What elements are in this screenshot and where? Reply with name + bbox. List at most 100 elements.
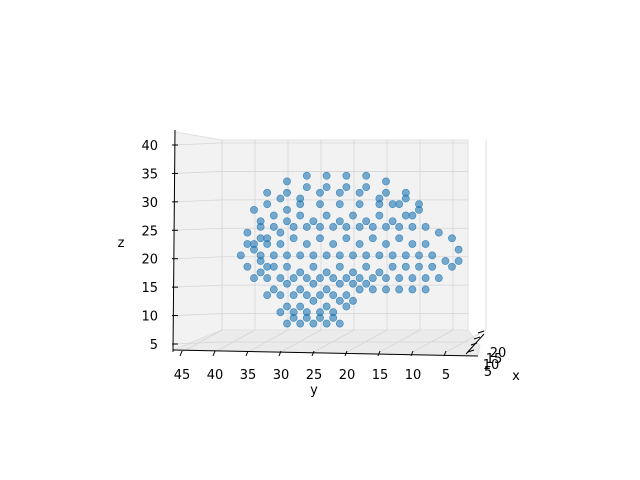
data-point (355, 285, 364, 294)
data-point (375, 211, 384, 220)
z-tick-label: 5 (150, 338, 158, 353)
data-point (302, 171, 311, 180)
data-point (243, 262, 252, 271)
data-point (283, 302, 291, 311)
data-point (454, 257, 463, 265)
y-tick-label: 40 (207, 368, 224, 383)
data-point (382, 240, 390, 248)
data-point (415, 205, 423, 214)
y-grid-floor-line (412, 329, 454, 353)
data-point (316, 274, 324, 282)
data-point (395, 223, 404, 231)
z-tick-label: 30 (141, 196, 158, 211)
x-tick-label: 20 (490, 346, 507, 361)
y-tick-label: 10 (405, 368, 422, 383)
data-point (322, 251, 331, 260)
data-point (408, 274, 417, 282)
data-point (250, 205, 258, 214)
data-point (269, 262, 278, 271)
data-point (296, 211, 305, 220)
data-point (283, 205, 291, 214)
data-point (362, 251, 371, 260)
data-point (388, 200, 397, 209)
data-point (401, 211, 410, 220)
data-point (289, 274, 298, 282)
z-ticks: 5 10 15 20 25 30 35 40 (141, 139, 178, 353)
data-point (382, 285, 390, 294)
data-point (269, 211, 278, 220)
left-pane (172, 131, 223, 351)
data-point (401, 251, 410, 260)
y-grid-floor-line (247, 329, 289, 353)
data-point (302, 274, 311, 282)
x-tick-mark (467, 349, 475, 353)
data-point (309, 251, 318, 260)
data-point (408, 211, 417, 220)
data-point (309, 217, 318, 226)
data-point (283, 217, 291, 226)
data-point (434, 228, 443, 237)
data-point (335, 217, 344, 226)
y-tick-mark (344, 350, 348, 357)
data-point (276, 240, 285, 248)
z-grid-line-left (173, 313, 223, 316)
data-point (302, 291, 311, 300)
y-grid-floor-line (181, 329, 223, 353)
y-tick-label: 35 (240, 368, 257, 383)
z-tick-label: 10 (141, 310, 158, 325)
data-point (296, 302, 305, 311)
data-point (283, 319, 291, 328)
data-point (362, 171, 371, 180)
data-point (335, 279, 344, 288)
data-point (428, 251, 437, 260)
y-tick-label: 45 (174, 368, 191, 383)
data-point (395, 234, 404, 243)
data-point (236, 251, 245, 260)
y-tick-label: 20 (339, 368, 356, 383)
data-point (421, 285, 430, 294)
data-point (355, 200, 364, 209)
data-point (421, 240, 430, 248)
y-grid-floor-line (214, 329, 256, 353)
data-point (382, 274, 390, 282)
x-tick-mark (470, 342, 478, 346)
data-point (388, 262, 397, 271)
data-point (408, 240, 417, 248)
data-point (382, 188, 390, 197)
data-point (401, 194, 410, 203)
data-point (250, 245, 258, 254)
data-point (388, 217, 397, 226)
data-point (342, 223, 351, 231)
data-point (316, 291, 324, 300)
data-point (276, 308, 285, 317)
x-axis-label: x (512, 369, 520, 384)
y-tick-mark (245, 350, 249, 357)
z-grid-line-left (173, 199, 223, 203)
data-point (316, 313, 324, 322)
data-point (329, 274, 338, 282)
data-point (309, 296, 318, 305)
data-point (263, 200, 272, 209)
data-point (355, 240, 364, 248)
y-tick-label: 15 (372, 368, 389, 383)
data-point (322, 302, 331, 311)
data-point (428, 262, 437, 271)
z-tick-label: 15 (141, 281, 158, 296)
data-point (329, 313, 338, 322)
y-ticks: 45 40 35 30 25 20 15 10 5 (174, 350, 450, 383)
data-points (236, 171, 463, 328)
z-grid-line-left (173, 227, 223, 231)
data-point (355, 274, 364, 282)
data-point (322, 319, 331, 328)
y-tick-mark (212, 350, 216, 357)
data-point (316, 234, 324, 243)
data-point (322, 171, 331, 180)
data-point (335, 200, 344, 209)
data-point (382, 177, 390, 186)
data-point (243, 240, 252, 248)
data-point (335, 188, 344, 197)
z-tick-label: 20 (141, 253, 158, 268)
data-point (448, 262, 456, 271)
